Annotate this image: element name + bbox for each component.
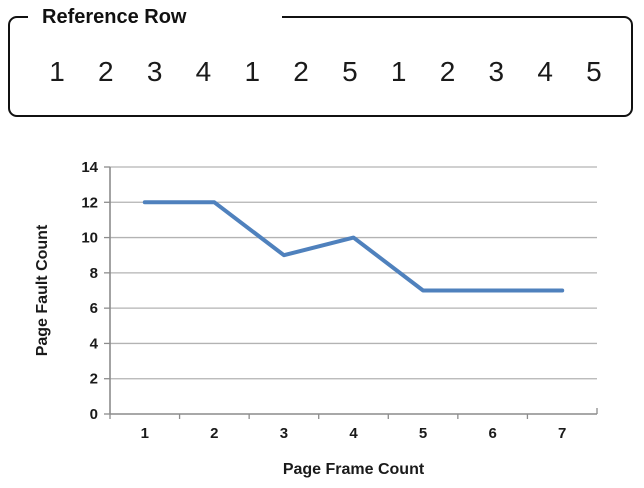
reference-number: 3 xyxy=(488,56,505,87)
reference-number: 2 xyxy=(293,56,309,87)
x-tick-label: 4 xyxy=(349,425,358,442)
reference-row-values: 1 2 3 4 1 2 5 1 2 3 4 5 xyxy=(10,56,631,88)
y-tick-label: 6 xyxy=(90,300,98,317)
y-tick-label: 2 xyxy=(90,371,98,388)
x-tick-label: 2 xyxy=(210,425,218,442)
reference-number: 4 xyxy=(537,56,553,87)
x-axis-title: Page Frame Count xyxy=(283,461,425,478)
y-tick-label: 12 xyxy=(81,194,98,211)
x-tick-label: 5 xyxy=(419,425,427,442)
y-tick-label: 10 xyxy=(81,230,98,247)
reference-number: 5 xyxy=(586,56,602,87)
reference-number: 5 xyxy=(342,56,358,87)
x-tick-label: 6 xyxy=(488,425,496,442)
x-tick-label: 1 xyxy=(141,425,149,442)
y-tick-label: 14 xyxy=(81,159,98,176)
reference-number: 1 xyxy=(244,56,261,87)
reference-number: 2 xyxy=(98,56,114,87)
reference-number: 2 xyxy=(439,56,456,87)
y-tick-label: 4 xyxy=(90,335,99,352)
reference-number: 1 xyxy=(390,56,407,87)
y-tick-label: 8 xyxy=(90,265,98,282)
page-fault-series-line xyxy=(142,200,565,293)
reference-row-legend: Reference Row xyxy=(28,4,282,30)
y-axis-title: Page Fault Count xyxy=(34,224,51,356)
reference-number: 3 xyxy=(146,56,163,87)
reference-number: 1 xyxy=(49,56,65,87)
y-tick-label: 0 xyxy=(90,406,98,423)
reference-row-groupbox: Reference Row 1 2 3 4 1 2 5 1 2 3 4 5 xyxy=(8,4,633,117)
x-tick-label: 3 xyxy=(280,425,288,442)
reference-number: 4 xyxy=(195,56,212,87)
x-tick-label: 7 xyxy=(558,425,566,442)
